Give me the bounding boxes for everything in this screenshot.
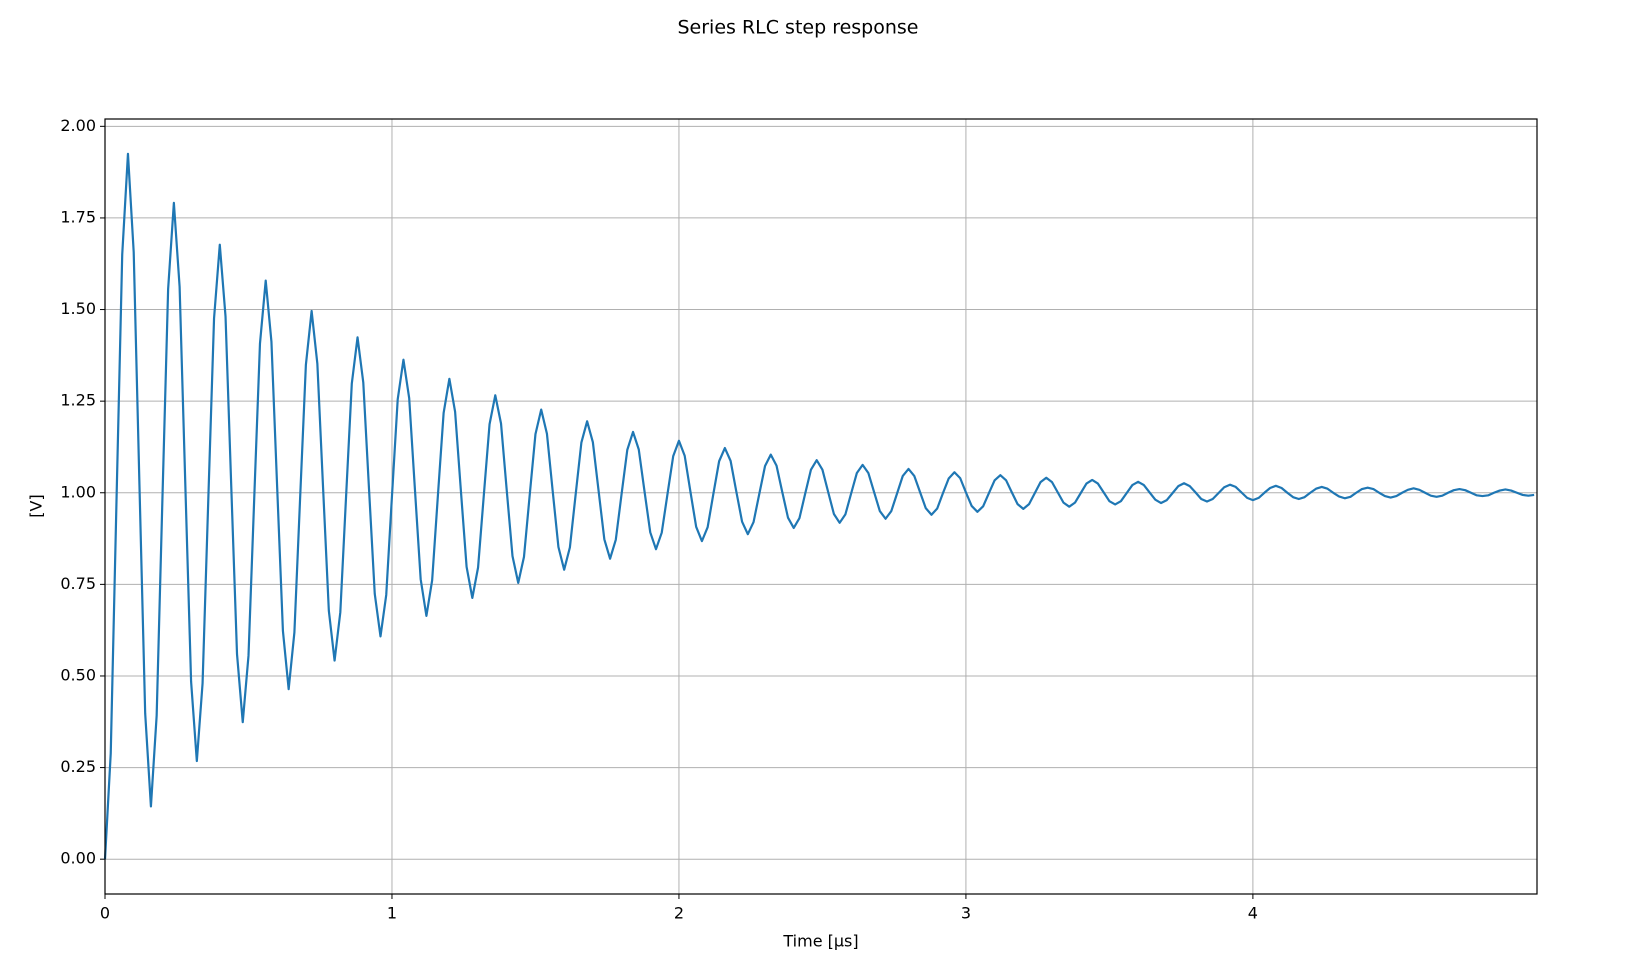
x-tick-label: 2 bbox=[674, 904, 684, 923]
x-tick-label: 4 bbox=[1248, 904, 1258, 923]
y-axis-label: [V] bbox=[27, 494, 46, 517]
y-tick-label: 0.25 bbox=[60, 757, 96, 776]
y-tick-label: 0.75 bbox=[60, 574, 96, 593]
data-line bbox=[103, 152, 1535, 860]
x-tick-label: 1 bbox=[387, 904, 397, 923]
y-tick-label: 1.00 bbox=[60, 482, 96, 501]
y-tick-label: 0.00 bbox=[60, 849, 96, 868]
x-tick-label: 0 bbox=[100, 904, 110, 923]
plot-frame bbox=[104, 118, 1538, 895]
y-tick-label: 1.50 bbox=[60, 299, 96, 318]
y-tick-label: 1.25 bbox=[60, 391, 96, 410]
y-tick-label: 1.75 bbox=[60, 207, 96, 226]
x-tick-label: 3 bbox=[961, 904, 971, 923]
y-tick-label: 0.50 bbox=[60, 665, 96, 684]
y-tick-label: 2.00 bbox=[60, 116, 96, 135]
chart-title: Series RLC step response bbox=[678, 17, 919, 39]
x-axis-label: Time [μs] bbox=[782, 932, 858, 951]
